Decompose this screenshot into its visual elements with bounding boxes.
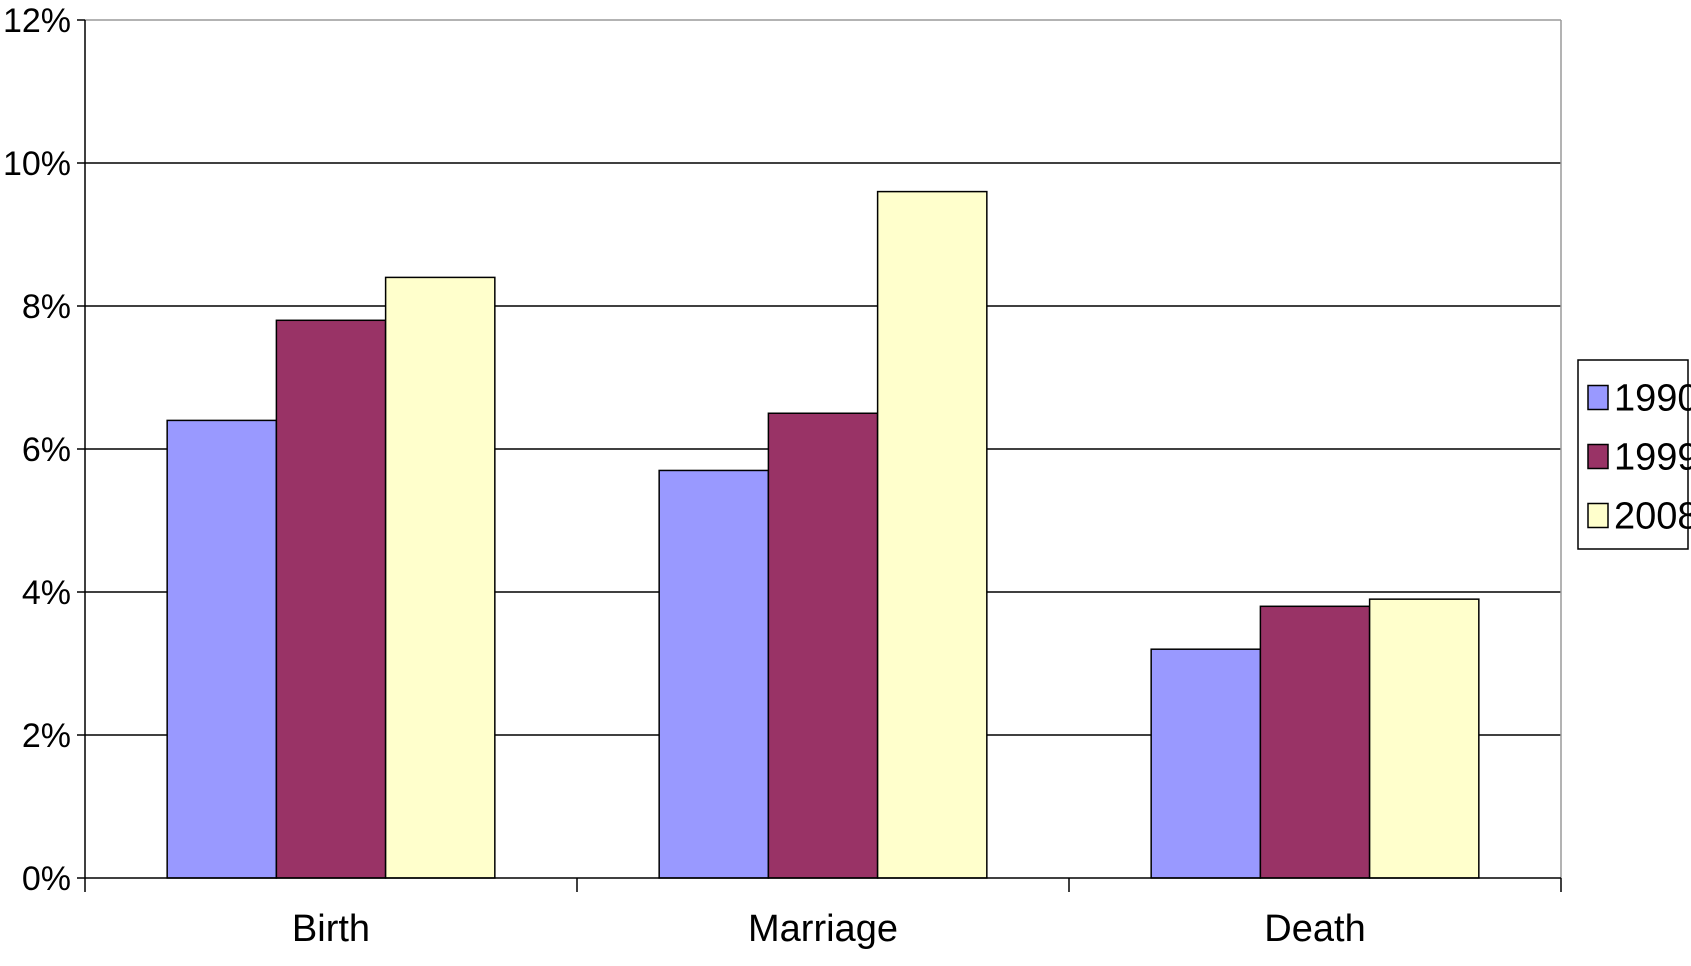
axes <box>77 19 1562 892</box>
bar-death-2008 <box>1368 598 1480 879</box>
y-tick-label: 10% <box>3 145 71 183</box>
y-axis-tick-labels: 0% 2% 4% 6% 8% 10% 12% <box>3 2 71 898</box>
y-tick-label: 12% <box>3 2 71 40</box>
bar-marriage-1999 <box>767 412 879 879</box>
legend-label: 1999 <box>1614 437 1691 479</box>
y-tick-label: 2% <box>22 717 71 755</box>
bar-death-1999 <box>1259 605 1371 879</box>
bar-birth-1999 <box>275 319 387 879</box>
legend-swatch-1990 <box>1587 384 1609 411</box>
y-tick-label: 6% <box>22 431 71 469</box>
bar-marriage-1990 <box>658 469 770 879</box>
x-axis-category-labels: Birth Marriage Death <box>292 908 1366 950</box>
bar-death-1990 <box>1150 648 1262 879</box>
bar-birth-1990 <box>166 419 278 879</box>
legend: 1990 1999 2008 <box>1577 359 1691 550</box>
y-tick-label: 8% <box>22 288 71 326</box>
bars <box>166 190 1480 879</box>
y-tick-label: 0% <box>22 860 71 898</box>
legend-label: 2008 <box>1614 496 1691 538</box>
x-category-label: Birth <box>292 908 370 950</box>
x-category-label: Death <box>1264 908 1365 950</box>
bar-marriage-2008 <box>876 190 988 879</box>
y-tick-label: 4% <box>22 574 71 612</box>
x-category-label: Marriage <box>748 908 898 950</box>
bar-birth-2008 <box>384 276 496 879</box>
legend-label: 1990 <box>1614 378 1691 420</box>
legend-swatch-2008 <box>1587 502 1609 529</box>
legend-swatch-1999 <box>1587 443 1609 470</box>
